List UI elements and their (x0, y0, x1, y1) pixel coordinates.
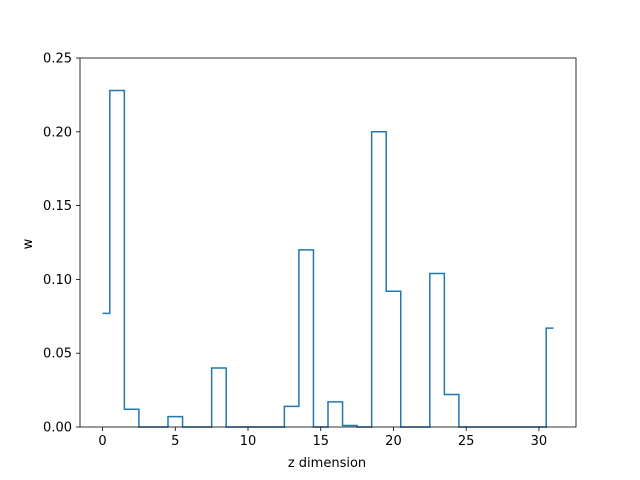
x-tick-label: 30 (531, 434, 548, 449)
y-tick-label: 0.25 (43, 52, 72, 67)
y-tick-label: 0.15 (43, 199, 72, 214)
x-axis-label: z dimension (288, 456, 366, 471)
axes-frame (79, 57, 577, 428)
x-tick-label: 25 (458, 434, 475, 449)
y-tick-label: 0.20 (43, 125, 72, 140)
y-tick-label: 0.05 (43, 347, 72, 362)
x-tick-label: 5 (171, 434, 179, 449)
x-tick-label: 10 (240, 434, 257, 449)
plot-area (79, 57, 577, 428)
y-axis: 0.00 0.05 0.10 0.15 0.20 0.25 (43, 52, 80, 436)
x-tick-label: 15 (312, 434, 329, 449)
y-tick-label: 0.10 (43, 273, 72, 288)
y-tick-label: 0.00 (43, 421, 72, 436)
x-tick-label: 20 (385, 434, 402, 449)
x-axis: 0 5 10 15 20 25 30 (98, 427, 547, 449)
y-axis-label: w (21, 238, 36, 249)
x-tick-label: 0 (98, 434, 106, 449)
